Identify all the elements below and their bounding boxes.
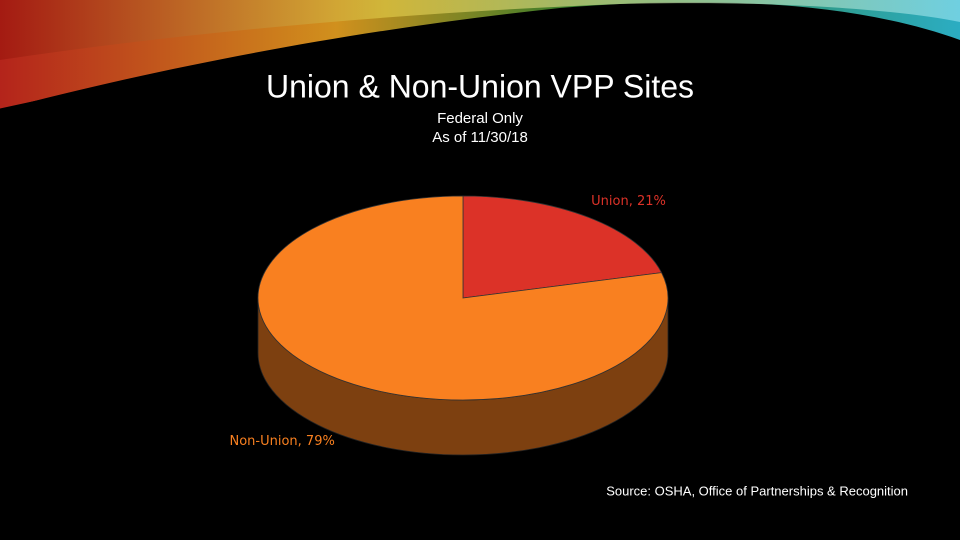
data-label: Union, 21%: [591, 194, 666, 209]
decor-line: [0, 10, 960, 112]
slice: [257, 195, 669, 401]
chart-subtitle: As of 11/30/18: [432, 129, 528, 146]
pie: Union, 21% Non-Union, 79%: [230, 194, 669, 456]
slice: [462, 195, 663, 299]
chart-subtitle: Federal Only: [437, 110, 523, 127]
chart-title: Union & Non-Union VPP Sites: [266, 68, 694, 104]
data-label: Non-Union, 79%: [230, 434, 335, 449]
source-note: Source: OSHA, Office of Partnerships & R…: [606, 483, 908, 498]
decor-swoosh: [0, 0, 960, 60]
